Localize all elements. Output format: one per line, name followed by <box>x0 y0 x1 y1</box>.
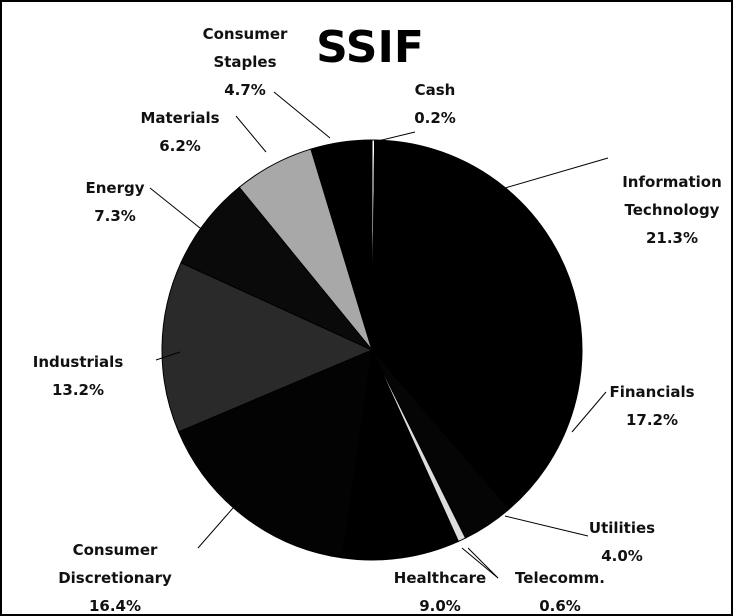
leader-line <box>461 547 499 579</box>
slice-label: Telecomm. 0.6% <box>515 564 605 616</box>
slice-label: Cash 0.2% <box>414 76 456 132</box>
leader-line <box>197 499 241 549</box>
value-label: 6.2% <box>159 137 201 155</box>
category-label: Materials <box>140 109 220 127</box>
value-label: 9.0% <box>419 597 461 615</box>
slice-label: Information Technology 21.3% <box>622 168 722 252</box>
slice-label: Consumer Discretionary 16.4% <box>58 536 172 616</box>
category-label: Information Technology <box>622 173 722 219</box>
category-label: Energy <box>85 179 145 197</box>
category-label: Consumer Discretionary <box>58 541 172 587</box>
value-label: 4.0% <box>601 547 643 565</box>
pie-slice <box>161 262 374 433</box>
category-label: Financials <box>609 383 695 401</box>
pie-slice <box>341 348 459 561</box>
slice-label: Healthcare 9.0% <box>394 564 486 616</box>
leader-line <box>504 515 589 537</box>
category-label: Cash <box>414 81 456 99</box>
chart-title: SSIF <box>316 22 424 73</box>
value-label: 0.2% <box>414 109 456 127</box>
category-label: Utilities <box>588 519 656 537</box>
leader-line <box>571 391 607 433</box>
value-label: 17.2% <box>625 411 679 429</box>
category-label: Industrials <box>32 353 124 371</box>
value-label: 13.2% <box>51 381 105 399</box>
value-label: 7.3% <box>94 207 136 225</box>
value-label: 4.7% <box>224 81 266 99</box>
slice-label: Materials 6.2% <box>140 104 219 160</box>
category-label: Telecomm. <box>515 569 605 587</box>
leader-line <box>155 351 181 361</box>
pie-slice <box>310 139 373 351</box>
category-label: Consumer Staples <box>202 25 288 71</box>
pie-slice <box>371 139 578 351</box>
leader-line <box>273 91 331 139</box>
category-label: Healthcare <box>393 569 487 587</box>
slice-label: Industrials 13.2% <box>33 348 124 404</box>
leader-line <box>467 547 499 579</box>
pie-slice <box>177 349 373 559</box>
value-label: 16.4% <box>88 597 142 615</box>
leader-line <box>235 115 267 153</box>
pie-slice <box>371 303 583 510</box>
slice-label: Consumer Staples 4.7% <box>203 20 288 104</box>
slice-label: Financials 17.2% <box>609 378 694 434</box>
slice-label: Utilities 4.0% <box>589 514 655 570</box>
leader-line <box>373 131 416 143</box>
value-label: 0.6% <box>539 597 581 615</box>
value-label: 21.3% <box>645 229 699 247</box>
slice-label: Energy 7.3% <box>85 174 144 230</box>
leader-line <box>149 187 206 233</box>
leader-line <box>504 157 609 189</box>
